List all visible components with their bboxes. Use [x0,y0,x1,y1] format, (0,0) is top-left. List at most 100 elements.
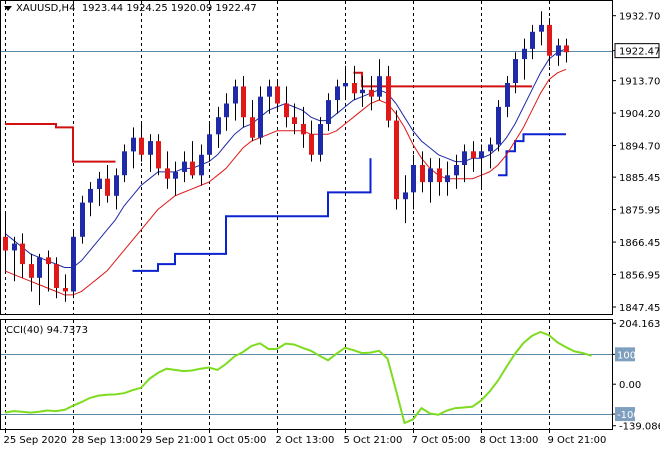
candle-body-41 [352,83,357,93]
candle-body-34 [292,117,297,124]
candle-body-5 [46,257,51,264]
time-tick-label-2: 29 Sep 21:00 [140,435,207,446]
candle-body-47 [403,192,408,199]
candle-body-62 [530,32,535,49]
candle-body-18 [156,141,161,168]
candle-body-13 [114,175,119,196]
menu-triangle-icon[interactable] [4,6,12,11]
time-tick-label-4: 2 Oct 13:00 [276,435,335,446]
time-tick-label-3: 1 Oct 05:00 [208,435,267,446]
candle-body-23 [199,155,204,176]
price-panel-frame [1,1,613,315]
candle-body-1 [12,244,17,251]
candle-body-7 [63,288,68,291]
time-tick-label-7: 8 Oct 13:00 [480,435,539,446]
candle-body-65 [556,45,561,55]
candle-body-43 [369,90,374,97]
candle-body-25 [216,117,221,134]
candle-body-59 [505,83,510,107]
time-tick-label-5: 5 Oct 21:00 [344,435,403,446]
candle-body-38 [326,100,331,124]
candle-body-36 [309,134,314,155]
candles-layer [3,11,569,305]
cci-title: CCI(40) 94.7373 [6,325,88,336]
candle-body-48 [411,165,416,192]
price-tick-label-9: 1847.45 [619,303,660,314]
candle-body-56 [479,151,484,158]
step-lower-line-seg-1 [498,134,566,175]
candle-body-28 [241,86,246,117]
candle-body-20 [173,172,178,179]
price-tick-label-5: 1885.45 [619,173,660,184]
symbol-timeframe: XAUUSD,H4 [16,3,75,14]
candle-body-54 [462,151,467,165]
candle-body-42 [360,90,365,93]
cci-tick-label-2: 0.00 [619,380,641,391]
candle-body-49 [420,165,425,182]
candle-body-32 [275,86,280,103]
candle-body-15 [131,138,136,152]
candle-body-35 [301,124,306,134]
candle-body-14 [122,151,127,175]
price-tick-label-6: 1875.95 [619,206,660,217]
candle-body-45 [386,76,391,120]
candle-body-40 [343,83,348,86]
time-tick-label-6: 7 Oct 05:00 [412,435,471,446]
time-tick-label-8: 9 Oct 21:00 [548,435,607,446]
price-tick-label-0: 1932.70 [619,12,660,23]
ohlc-values: 1923.44 1924.25 1920.09 1922.47 [82,3,257,14]
candle-body-21 [182,162,187,172]
candle-body-22 [190,162,195,176]
price-tick-label-1: 1922.47 [619,47,660,58]
candle-body-53 [454,165,459,175]
cci-line-seg-0 [5,332,592,423]
grid-layer [1,1,612,429]
candle-body-39 [335,86,340,100]
candle-body-60 [513,59,518,83]
candle-body-17 [148,141,153,155]
candle-body-52 [445,175,450,182]
price-tick-label-2: 1913.70 [619,77,660,88]
price-tick-label-7: 1866.45 [619,238,660,249]
candle-body-9 [80,203,85,237]
candle-body-63 [539,25,544,32]
candle-body-64 [547,25,552,56]
price-tick-label-3: 1904.20 [619,109,660,120]
cci-tick-label-0: 204.1635 [619,319,660,330]
cci-tick-label-1: 100 [617,350,636,361]
candle-body-4 [37,257,42,278]
candle-body-57 [488,145,493,152]
candle-body-10 [88,189,93,203]
candle-body-19 [165,168,170,178]
price-tick-label-8: 1856.95 [619,271,660,282]
candle-body-3 [29,264,34,278]
candle-body-66 [564,45,569,52]
candle-body-61 [522,49,527,59]
candle-body-8 [71,237,76,292]
candle-body-0 [3,237,8,251]
candle-body-11 [97,179,102,189]
candle-body-29 [250,117,255,138]
candle-body-50 [428,168,433,182]
candle-body-16 [139,138,144,155]
candle-body-2 [20,244,25,265]
candle-body-26 [224,104,229,118]
time-tick-label-0: 25 Sep 2020 [4,435,67,446]
candle-body-58 [496,107,501,145]
indicator-lines-layer [5,49,592,423]
candle-body-27 [233,86,238,103]
cci-tick-label-4: -139.0864 [619,422,660,433]
cci-panel-frame [1,320,613,430]
candle-body-46 [394,121,399,200]
candle-body-44 [377,76,382,97]
candle-body-12 [105,179,110,196]
candle-body-55 [471,151,476,158]
step-upper-line-seg-0 [5,124,116,162]
candle-body-24 [207,134,212,155]
cci-tick-label-3: -100 [617,410,640,421]
price-tick-label-4: 1894.70 [619,142,660,153]
candle-body-30 [258,97,263,138]
candle-body-33 [284,104,289,118]
